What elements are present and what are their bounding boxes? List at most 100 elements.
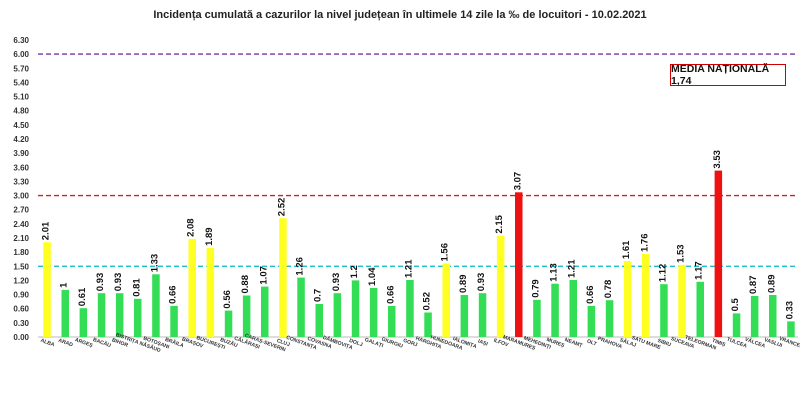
value-label: 0.88 (240, 275, 251, 294)
category-label: ALBA (40, 338, 56, 349)
threshold-lines (38, 53, 795, 267)
value-label: 1.12 (657, 264, 668, 283)
value-label: 1.21 (567, 259, 578, 278)
value-labels: 2.01 1 0.61 0.93 0.93 0.81 1.33 0.66 2.08 1.89 0.5… (41, 150, 796, 319)
value-label: 3.53 (712, 150, 723, 169)
bar (787, 321, 795, 337)
value-label: 0.93 (331, 273, 342, 292)
value-label: 0.7 (313, 289, 324, 302)
bar (79, 308, 88, 337)
y-tick-label: 1.80 (13, 248, 29, 257)
y-axis-ticks: 0.00 0.30 0.60 0.90 1.20 1.50 1.80 2.10 2.40 2.70… (13, 36, 29, 342)
value-label: 1 (59, 282, 70, 288)
y-tick-label: 3.90 (13, 149, 29, 158)
value-label: 0.89 (766, 275, 777, 294)
value-label: 1.13 (549, 263, 560, 282)
value-label: 2.08 (186, 218, 197, 237)
bar (406, 280, 414, 337)
bar (732, 313, 741, 337)
value-label: 1.53 (676, 244, 687, 263)
value-label: 0.33 (784, 301, 795, 320)
value-label: 1.2 (349, 265, 360, 278)
value-label: 3.07 (512, 172, 523, 191)
y-tick-label: 6.30 (13, 36, 29, 45)
y-tick-label: 0.00 (13, 333, 29, 342)
bar (351, 280, 360, 337)
bar (515, 192, 523, 337)
value-label: 1.56 (440, 243, 451, 262)
bar (496, 235, 505, 337)
category-label: CLUJ (276, 338, 291, 348)
bar (188, 238, 196, 337)
bar (769, 295, 777, 337)
bar (605, 300, 614, 337)
bar (678, 264, 686, 337)
bar (533, 299, 541, 337)
bar (279, 218, 287, 337)
value-label: 2.15 (494, 214, 505, 233)
category-label: PRAHOVA (597, 336, 623, 350)
value-label: 1.61 (621, 240, 632, 259)
y-tick-label: 0.60 (13, 305, 29, 314)
bar (315, 304, 323, 337)
bar (369, 288, 378, 337)
bar (61, 289, 69, 337)
bar (43, 242, 51, 337)
value-label: 1.17 (694, 261, 705, 280)
value-label: 1.04 (367, 267, 378, 286)
y-tick-label: 3.60 (13, 163, 29, 172)
y-tick-label: 1.50 (13, 262, 29, 271)
value-label: 0.61 (77, 287, 88, 306)
value-label: 0.66 (168, 285, 179, 304)
y-tick-label: 4.20 (13, 135, 29, 144)
category-label: BIHOR (111, 337, 129, 348)
category-label: NEAMȚ (564, 337, 584, 349)
bar (261, 286, 269, 337)
value-label: 0.93 (113, 273, 124, 292)
value-label: 0.89 (458, 275, 469, 294)
value-label: 1.07 (258, 266, 269, 285)
value-label: 1.76 (639, 234, 650, 253)
bar (115, 293, 124, 337)
category-label: GIURGIU (381, 336, 404, 349)
bar (424, 312, 432, 337)
bar (206, 247, 215, 337)
bars (43, 170, 795, 337)
bar (478, 293, 487, 337)
bar (551, 283, 559, 337)
bar (333, 293, 342, 337)
value-label: 0.78 (603, 280, 614, 299)
category-label: SIBIU (657, 338, 672, 348)
bar (460, 295, 469, 337)
bar (134, 298, 142, 337)
value-label: 1.89 (204, 227, 215, 246)
y-tick-label: 6.00 (13, 50, 29, 59)
y-tick-label: 0.30 (13, 319, 29, 328)
value-label: 2.01 (41, 221, 52, 240)
category-label: OLT (586, 339, 598, 348)
bar (97, 293, 106, 337)
value-label: 0.56 (222, 290, 233, 309)
bar (442, 263, 450, 337)
value-label: 0.93 (95, 273, 106, 292)
y-tick-label: 0.90 (13, 291, 29, 300)
category-label: DOLJ (348, 338, 363, 348)
y-tick-label: 2.70 (13, 206, 29, 215)
category-label: GORJ (402, 338, 418, 349)
bar (750, 296, 759, 337)
y-tick-label: 3.00 (13, 192, 29, 201)
bar (587, 305, 596, 337)
y-tick-label: 5.70 (13, 64, 29, 73)
category-label: ARGEȘ (74, 337, 94, 349)
bar (388, 305, 396, 337)
bar (714, 170, 723, 337)
chart-title: Incidența cumulată a cazurilor la nivel … (153, 9, 646, 21)
y-tick-label: 1.20 (13, 276, 29, 285)
bar (660, 284, 668, 337)
bar (623, 261, 632, 337)
value-label: 0.52 (422, 292, 433, 311)
category-label: BACĂU (92, 336, 112, 349)
value-label: 0.93 (476, 273, 487, 292)
